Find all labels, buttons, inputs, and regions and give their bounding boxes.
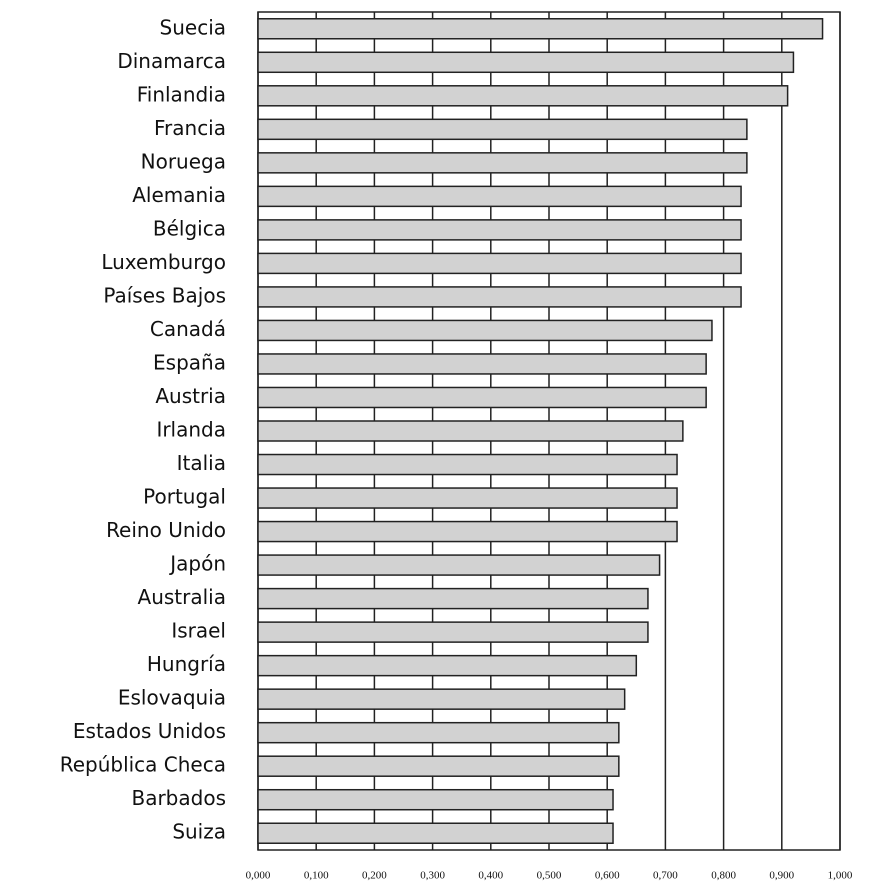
bar: [257, 152, 748, 174]
y-tick-label: Eslovaquia: [118, 686, 226, 710]
y-tick-label: Finlandia: [137, 82, 226, 106]
y-tick-label: Suecia: [160, 15, 226, 39]
bar: [257, 755, 620, 777]
bar: [257, 487, 678, 509]
y-tick-label: República Checa: [60, 753, 226, 777]
x-tick-label: 0,700: [653, 870, 678, 882]
y-tick-label: Estados Unidos: [73, 719, 226, 743]
bar: [257, 688, 626, 710]
x-tick-label: 0,400: [478, 870, 503, 882]
bar: [257, 18, 824, 40]
bar: [257, 386, 707, 409]
x-tick-label: 0,300: [420, 870, 445, 882]
y-tick-label: Países Bajos: [103, 283, 226, 307]
y-tick-label: España: [153, 350, 226, 374]
y-tick-label: Portugal: [143, 485, 226, 509]
y-tick-label: Bélgica: [153, 216, 226, 240]
bar: [257, 219, 742, 241]
x-tick-label: 0,000: [246, 870, 271, 882]
x-tick-label: 0,600: [595, 870, 620, 882]
bar: [257, 587, 649, 610]
x-tick-label: 0,800: [711, 870, 736, 882]
x-tick-label: 0,500: [537, 870, 562, 882]
bar: [257, 654, 638, 677]
y-tick-label: Alemania: [132, 183, 226, 207]
bar: [257, 453, 678, 476]
y-tick-label: Italia: [177, 451, 226, 475]
y-tick-label: Japón: [168, 552, 226, 576]
bar: [257, 185, 742, 208]
y-tick-label: Hungría: [147, 652, 226, 676]
bar: [257, 822, 614, 844]
y-tick-label: Barbados: [131, 786, 226, 810]
y-tick-label: Canadá: [150, 317, 226, 341]
bar: [257, 319, 713, 342]
bar: [257, 286, 742, 308]
y-tick-label: Luxemburgo: [101, 250, 226, 274]
bar: [257, 721, 620, 744]
y-tick-label: Noruega: [141, 149, 226, 173]
bar: [257, 621, 649, 643]
bar: [257, 420, 684, 442]
y-tick-label: Francia: [154, 116, 226, 140]
y-tick-label: Irlanda: [156, 418, 226, 442]
x-tick-label: 0,200: [362, 870, 387, 882]
y-tick-label: Austria: [155, 384, 226, 408]
bar: [257, 554, 661, 576]
y-tick-label: Reino Unido: [106, 518, 226, 542]
bar: [257, 520, 678, 543]
bar: [257, 252, 742, 275]
y-tick-label: Israel: [171, 619, 226, 643]
bar: [257, 788, 614, 811]
y-tick-label: Australia: [138, 585, 226, 609]
bar: [257, 353, 707, 375]
y-tick-label: Suiza: [172, 820, 226, 844]
x-tick-label: 0,900: [769, 870, 794, 882]
bar: [257, 118, 748, 141]
y-tick-label: Dinamarca: [117, 49, 226, 73]
bar: [257, 51, 795, 74]
x-tick-label: 1,000: [828, 870, 853, 882]
bar: [257, 85, 789, 107]
x-tick-label: 0,100: [304, 870, 329, 882]
